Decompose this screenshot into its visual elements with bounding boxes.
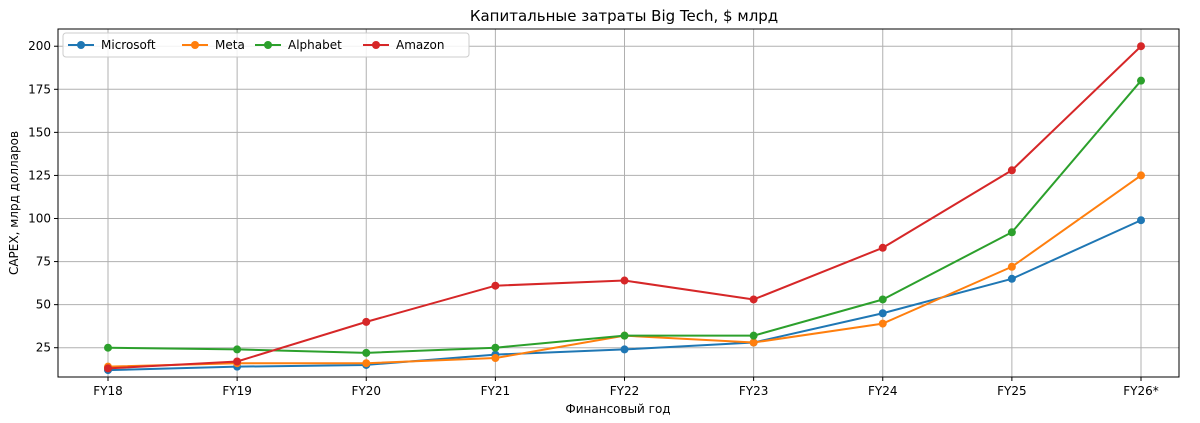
x-axis: FY18 FY19 FY20 FY21 FY22 FY23 FY24 FY25 FY26* (93, 377, 1159, 398)
data-point (749, 295, 758, 304)
data-point (1137, 42, 1145, 51)
y-tick-label: 75 (36, 255, 51, 269)
x-axis-label: Финансовый год (565, 402, 670, 416)
x-tick-label: FY24 (868, 384, 898, 398)
y-axis: 25 50 75 100 125 150 175 200 (28, 39, 58, 355)
x-tick-label: FY20 (351, 384, 381, 398)
x-tick-label: FY19 (222, 384, 252, 398)
series-alphabet (104, 76, 1145, 357)
legend-swatch-marker (191, 41, 199, 49)
data-point (362, 348, 371, 357)
legend-item: Amazon (363, 38, 445, 52)
data-point (1007, 228, 1016, 237)
y-tick-label: 150 (28, 125, 51, 139)
legend-label: Amazon (396, 38, 445, 52)
series-layer (104, 42, 1145, 375)
data-point (878, 243, 887, 252)
chart-title: Капитальные затраты Big Tech, $ млрд (470, 7, 778, 25)
legend-item: Microsoft (68, 38, 156, 52)
data-point (1007, 274, 1016, 283)
data-point (491, 281, 500, 290)
data-point (620, 345, 629, 354)
data-point (104, 364, 112, 373)
data-point (1137, 216, 1145, 225)
data-point (104, 343, 112, 352)
data-point (491, 354, 500, 363)
data-point (233, 357, 242, 366)
data-point (491, 343, 500, 352)
data-point (1137, 76, 1145, 85)
data-point (749, 331, 758, 340)
plot-frame (57, 28, 1180, 378)
y-tick-label: 25 (36, 341, 51, 355)
legend-item: Meta (182, 38, 245, 52)
legend-swatch-marker (264, 41, 272, 49)
legend-label: Microsoft (101, 38, 156, 52)
y-axis-label: CAPEX, млрд долларов (7, 131, 21, 275)
legend-item: Alphabet (255, 38, 342, 52)
y-tick-label: 100 (28, 212, 51, 226)
data-point (620, 331, 629, 340)
y-tick-label: 50 (36, 298, 51, 312)
grid (58, 29, 1179, 377)
y-tick-label: 125 (28, 168, 51, 182)
data-point (749, 338, 758, 347)
legend-swatch-marker (372, 41, 380, 49)
legend: Microsoft Meta Alphabet Amazon (62, 32, 470, 58)
data-point (1137, 171, 1145, 180)
x-tick-label: FY22 (610, 384, 640, 398)
y-tick-label: 175 (28, 82, 51, 96)
x-tick-label: FY21 (481, 384, 511, 398)
data-point (233, 345, 242, 354)
legend-label: Alphabet (288, 38, 342, 52)
data-point (362, 359, 371, 368)
x-tick-label: FY25 (997, 384, 1027, 398)
data-point (1007, 262, 1016, 271)
data-point (620, 276, 629, 285)
x-tick-label: FY26* (1123, 384, 1159, 398)
legend-swatch-marker (77, 41, 85, 49)
data-point (878, 319, 887, 328)
legend-label: Meta (215, 38, 245, 52)
x-tick-label: FY18 (93, 384, 123, 398)
data-point (878, 295, 887, 304)
x-tick-label: FY23 (739, 384, 769, 398)
data-point (878, 309, 887, 318)
data-point (1007, 166, 1016, 175)
series-amazon (104, 42, 1145, 373)
y-tick-label: 200 (28, 39, 51, 53)
data-point (362, 317, 371, 326)
